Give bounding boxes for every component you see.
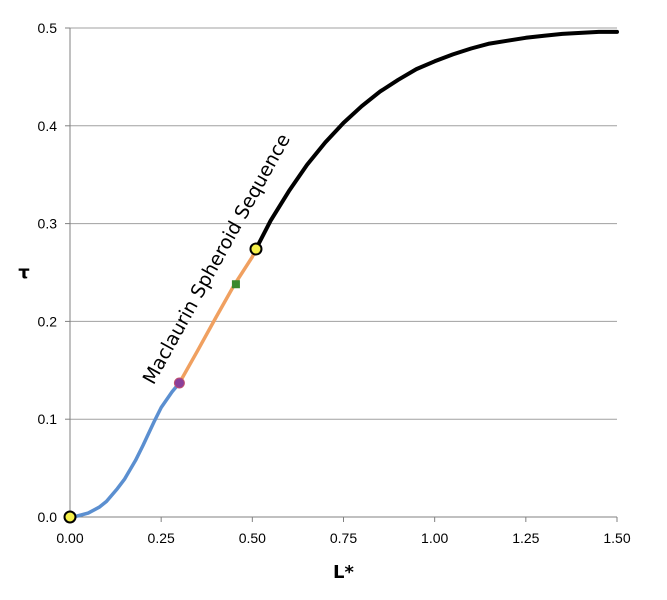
series-lines <box>68 29 619 519</box>
marker-purple-circle <box>173 377 185 389</box>
marker-yellow-circle <box>63 510 77 524</box>
markers <box>63 242 263 524</box>
series-1-line <box>68 381 182 519</box>
x-tick-label: 0.50 <box>239 530 266 546</box>
x-tick-label: 0.75 <box>330 530 357 546</box>
y-axis-title: τ <box>18 263 30 284</box>
y-tick-label: 0.1 <box>38 411 58 427</box>
y-tick-label: 0.0 <box>38 509 58 525</box>
grid-lines <box>70 27 617 420</box>
y-tick-label: 0.2 <box>38 313 58 329</box>
x-tick-label: 1.50 <box>603 530 630 546</box>
marker-yellow-circle <box>249 242 263 256</box>
y-tick-label: 0.4 <box>38 118 58 134</box>
x-tick-label: 1.00 <box>421 530 448 546</box>
axes <box>65 27 618 522</box>
x-tick-label: 0.00 <box>56 530 83 546</box>
x-tick-label: 0.25 <box>148 530 175 546</box>
tick-labels: 0.0 0.1 0.2 0.3 0.4 0.5 0.00 0.25 0.50 0.75 1.00 1.… <box>38 20 631 546</box>
y-tick-label: 0.5 <box>38 20 58 36</box>
y-tick-label: 0.3 <box>38 216 58 232</box>
x-axis-title: L* <box>333 562 354 583</box>
x-tick-label: 1.25 <box>512 530 539 546</box>
series-3-line <box>254 29 619 251</box>
marker-square <box>231 280 240 289</box>
series-2-line <box>177 247 258 385</box>
maclaurin-annotation: Maclaurin Spheroid Sequence <box>139 130 295 388</box>
